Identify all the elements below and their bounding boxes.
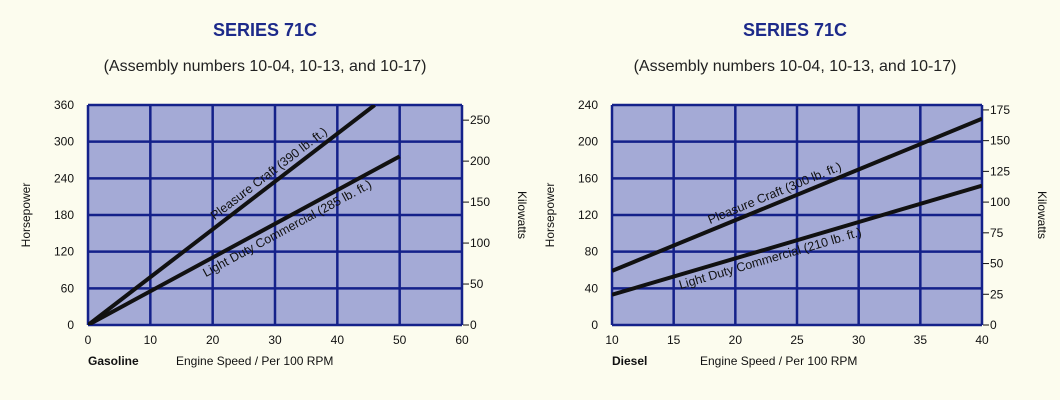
x-tick-label: 25: [790, 333, 804, 347]
x-tick-label: 35: [914, 333, 928, 347]
y2-tick-label: 150: [990, 134, 1010, 148]
x-tick-label: 30: [268, 333, 282, 347]
x-tick-label: 20: [729, 333, 743, 347]
x-axis-label: Engine Speed / Per 100 RPM: [176, 354, 333, 368]
series-line-0: [612, 116, 982, 273]
y2-tick-label: 25: [990, 287, 1004, 301]
x-tick-label: 0: [85, 333, 92, 347]
y2-tick-label: 200: [470, 154, 490, 168]
y2-tick-label: 100: [990, 195, 1010, 209]
x-tick-label: 40: [331, 333, 345, 347]
x-tick-label: 60: [455, 333, 469, 347]
series-line-0: [88, 105, 376, 325]
diesel-chart-panel: SERIES 71C (Assembly numbers 10-04, 10-1…: [530, 0, 1060, 400]
diesel-chart-svg: 10 15 20 25 30 35 4004080120160200240025507510…: [543, 98, 1049, 368]
y2-tick-label: 0: [990, 318, 997, 332]
y2-axis-label: Kilowatts: [1035, 191, 1049, 239]
series-line-1: [88, 154, 401, 325]
y2-tick-label: 125: [990, 164, 1010, 178]
x-tick-label: 50: [393, 333, 407, 347]
y-tick-label: 80: [585, 245, 599, 259]
y2-tick-label: 250: [470, 113, 490, 127]
y-tick-label: 60: [61, 281, 75, 295]
series-line-1: [612, 183, 982, 297]
y2-tick-label: 150: [470, 195, 490, 209]
y-tick-label: 180: [54, 208, 74, 222]
y2-tick-label: 75: [990, 226, 1004, 240]
y-tick-label: 300: [54, 135, 74, 149]
x-axis-label: Engine Speed / Per 100 RPM: [700, 354, 857, 368]
y-tick-label: 120: [578, 208, 598, 222]
x-tick-label: 15: [667, 333, 681, 347]
y2-axis-label: Kilowatts: [515, 191, 529, 239]
y-tick-label: 120: [54, 245, 74, 259]
y2-tick-label: 175: [990, 103, 1010, 117]
chart-subtitle: (Assembly numbers 10-04, 10-13, and 10-1…: [103, 58, 427, 75]
chart-subtitle: (Assembly numbers 10-04, 10-13, and 10-1…: [633, 58, 957, 75]
y-tick-label: 40: [585, 281, 599, 295]
fuel-type-label: Gasoline: [88, 354, 139, 368]
x-tick-label: 10: [605, 333, 619, 347]
x-tick-label: 30: [852, 333, 866, 347]
y2-tick-label: 0: [470, 318, 477, 332]
y-tick-label: 160: [578, 171, 598, 185]
y-tick-label: 360: [54, 98, 74, 112]
x-tick-label: 10: [144, 333, 158, 347]
y-axis-label: Horsepower: [19, 183, 33, 248]
y2-tick-label: 100: [470, 236, 490, 250]
y-tick-label: 200: [578, 135, 598, 149]
chart-title: SERIES 71C: [742, 20, 848, 40]
x-tick-label: 40: [975, 333, 989, 347]
chart-title: SERIES 71C: [212, 20, 318, 40]
y-tick-label: 0: [67, 318, 74, 332]
y2-tick-label: 50: [470, 277, 484, 291]
y-tick-label: 240: [578, 98, 598, 112]
x-tick-label: 20: [206, 333, 220, 347]
gasoline-chart-panel: SERIES 71C (Assembly numbers 10-04, 10-1…: [19, 20, 529, 368]
y-axis-label: Horsepower: [543, 183, 557, 248]
fuel-type-label: Diesel: [612, 354, 647, 368]
y-tick-label: 240: [54, 171, 74, 185]
gasoline-chart-svg: 0 10 20 30 40 50 60060120180240300360050100150…: [19, 98, 529, 368]
y2-tick-label: 50: [990, 257, 1004, 271]
y-tick-label: 0: [591, 318, 598, 332]
